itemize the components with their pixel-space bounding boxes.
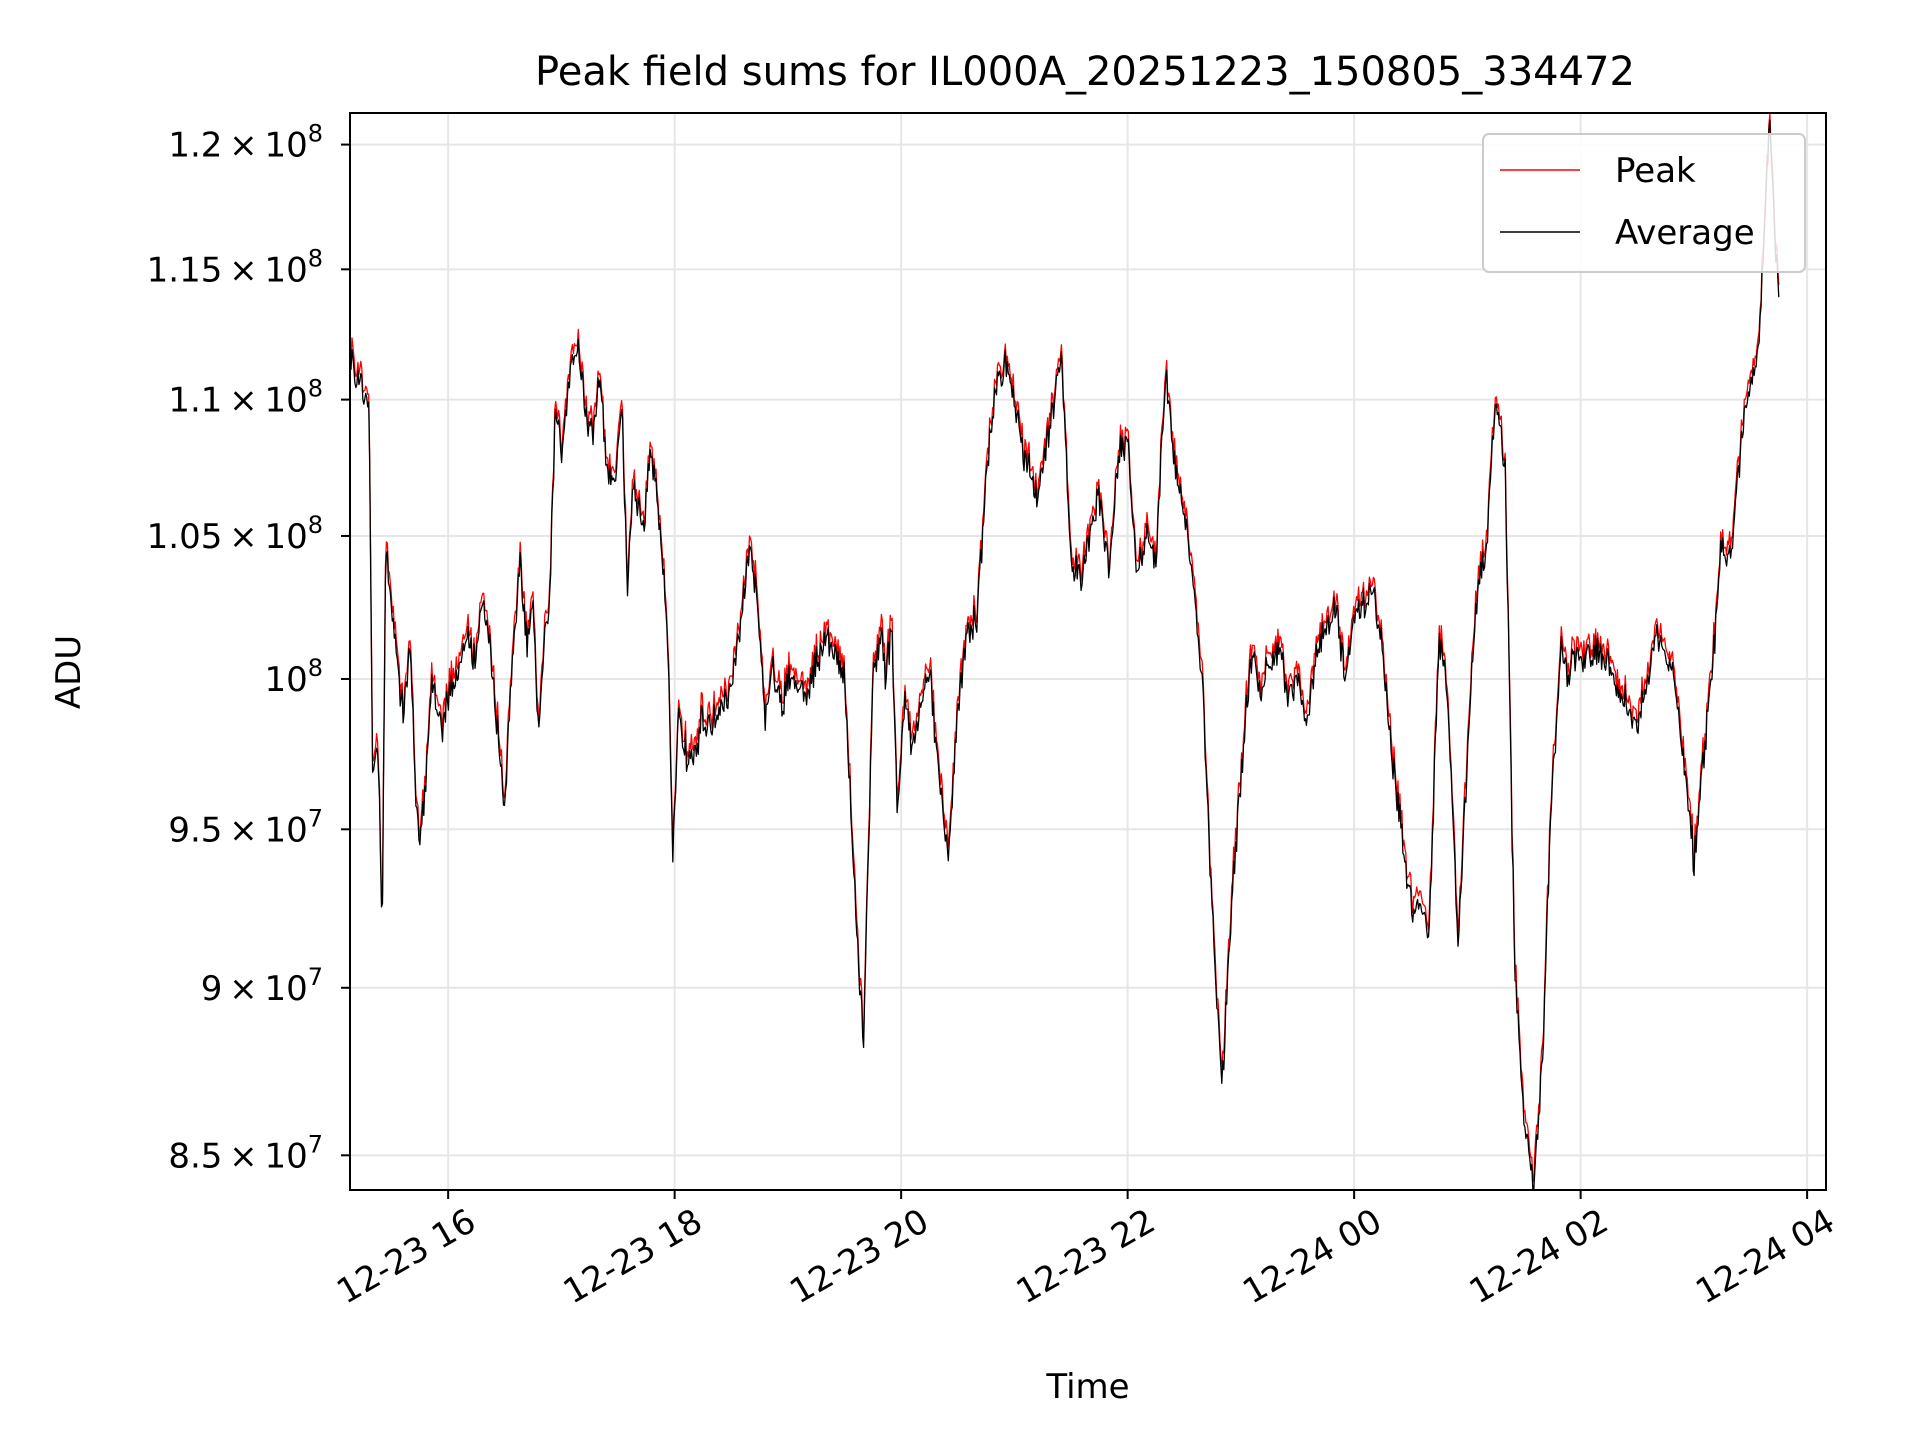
series-lines [349,113,1780,1191]
y-tick-label: 9.5 × 107 [168,804,323,850]
y-tick-label: 8.5 × 107 [168,1130,323,1176]
plot-frame [349,112,1827,1191]
y-tick-label: 9 × 107 [201,963,323,1009]
series-average-line [349,119,1780,1191]
chart-title: Peak field sums for IL000A_20251223_1508… [535,49,1635,95]
legend: Peak Average [1482,133,1806,273]
legend-box [1482,133,1806,273]
x-axis-label: Time [1045,1367,1129,1407]
y-tick-label: 1.2 × 108 [168,120,323,166]
y-axis-label: ADU [49,635,89,709]
legend-peak-label: Peak [1615,151,1696,191]
legend-average-label: Average [1615,213,1755,253]
y-tick-label: 1.05 × 108 [147,511,323,557]
gridlines [350,113,1826,1190]
y-tick-label: 1.1 × 108 [168,375,323,421]
y-tick-label: 1.15 × 108 [147,244,323,290]
